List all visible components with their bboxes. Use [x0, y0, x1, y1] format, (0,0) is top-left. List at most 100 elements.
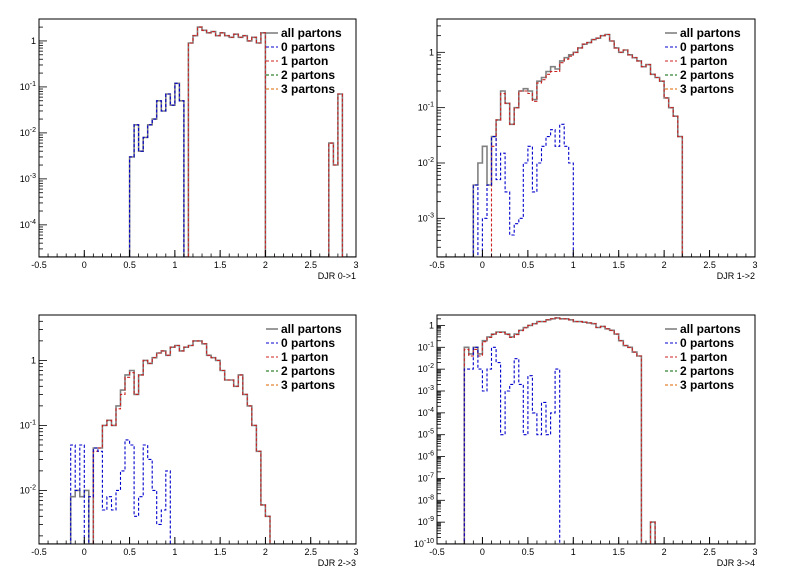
x-tick-label: 1.5 [214, 547, 227, 557]
y-tick-label: 1 [31, 36, 36, 46]
legend-entry: 1 parton [680, 350, 727, 364]
y-tick-label: 1 [429, 320, 434, 330]
legend-entry: all partons [680, 26, 741, 40]
series-group [437, 317, 755, 544]
panel-4: -0.5 0 0.5 1 1.5 2 2.5 310-1010-910-810-710-610… [414, 314, 758, 568]
series-line-0-partons [39, 82, 356, 257]
x-tick-label: 2.5 [703, 260, 716, 270]
legend-entry: 0 partons [281, 336, 335, 350]
plot-frame [38, 18, 357, 258]
y-tick-label: 10-2 [418, 157, 434, 168]
x-axis-label: DJR 1->2 [717, 271, 755, 281]
x-tick-label: 1 [172, 547, 177, 557]
y-tick-label: 10-4 [418, 407, 434, 418]
series-line-1-parton [437, 317, 755, 544]
y-tick-label: 10-9 [418, 516, 434, 527]
series-line-1-parton [39, 26, 356, 257]
x-tick-label: 0.5 [123, 547, 136, 557]
y-tick-label: 10-4 [20, 219, 36, 230]
panel-1: -0.5 0 0.5 1 1.5 2 2.5 3 10-4 10-3 10-2 10-1 1 DJR 0-… [20, 18, 359, 281]
series-line-all-partons [437, 317, 755, 544]
x-tick-label: 1 [571, 547, 576, 557]
legend-entry: 2 partons [281, 364, 335, 378]
x-tick-label: 1 [571, 260, 576, 270]
x-tick-label: 1.5 [214, 260, 227, 270]
y-tick-label: 10-2 [418, 363, 434, 374]
y-tick-label: 10-2 [20, 484, 36, 495]
legend-entry: all partons [281, 322, 342, 336]
legend-entry: 2 partons [281, 68, 335, 82]
x-tick-label: 3 [353, 260, 358, 270]
x-tick-label: -0.5 [31, 547, 47, 557]
legend-entry: 1 parton [281, 350, 328, 364]
legend-entry: 3 partons [680, 82, 734, 96]
y-tick-label: 1 [429, 47, 434, 57]
x-tick-label: 0 [82, 260, 87, 270]
y-tick-label: 10-3 [418, 385, 434, 396]
legend-entry: 2 partons [680, 68, 734, 82]
y-tick-label: 10-6 [418, 451, 434, 462]
legend-entry: all partons [281, 26, 342, 40]
x-tick-label: 0 [480, 547, 485, 557]
x-tick-label: 2.5 [703, 547, 716, 557]
x-tick-label: 1.5 [612, 260, 625, 270]
legend-entry: 0 partons [281, 40, 335, 54]
y-tick-label: 10-3 [20, 173, 36, 184]
y-tick-label: 10-1 [418, 341, 434, 352]
x-axis-label: DJR 2->3 [318, 558, 356, 568]
x-tick-label: 0.5 [522, 260, 535, 270]
x-axis-label: DJR 0->1 [318, 271, 356, 281]
legend-entry: 1 parton [680, 54, 727, 68]
y-tick-label: 10-7 [418, 472, 434, 483]
legend-entry: 2 partons [680, 364, 734, 378]
x-tick-label: -0.5 [31, 260, 47, 270]
x-tick-label: 2 [662, 260, 667, 270]
x-tick-label: 2 [263, 260, 268, 270]
y-tick-label: 1 [31, 355, 36, 365]
x-tick-label: 1 [172, 260, 177, 270]
x-tick-label: 0.5 [123, 260, 136, 270]
x-tick-label: 2.5 [304, 260, 317, 270]
x-tick-label: 2.5 [304, 547, 317, 557]
x-tick-label: 0 [82, 547, 87, 557]
legend-entry: 1 parton [281, 54, 328, 68]
plot-frame [38, 314, 357, 545]
x-tick-label: 3 [752, 547, 757, 557]
legend-entry: 3 partons [281, 378, 335, 392]
legend-entry: 3 partons [281, 82, 335, 96]
y-tick-label: 10-8 [418, 494, 434, 505]
x-tick-label: 2 [662, 547, 667, 557]
plot-frame [436, 18, 756, 258]
y-tick-label: 10-1 [20, 419, 36, 430]
x-tick-label: 0 [480, 260, 485, 270]
x-tick-label: 2 [263, 547, 268, 557]
series-line-0-partons [437, 123, 755, 257]
x-axis-label: DJR 3->4 [717, 558, 755, 568]
x-tick-label: 3 [752, 260, 757, 270]
series-group [437, 33, 755, 257]
series-group [39, 340, 356, 544]
x-tick-label: 3 [353, 547, 358, 557]
y-tick-label: 10-2 [20, 127, 36, 138]
y-tick-label: 10-1 [20, 81, 36, 92]
series-group [39, 26, 356, 257]
series-line-0-partons [39, 439, 356, 544]
y-tick-label: 10-1 [418, 102, 434, 113]
y-tick-label: 10-5 [418, 429, 434, 440]
plot-frame [436, 314, 756, 545]
series-line-1-parton [437, 33, 755, 257]
y-tick-label: 10-3 [418, 212, 434, 223]
series-line-0-partons [437, 346, 755, 544]
y-tick-label: 10-10 [414, 538, 434, 549]
panel-3: -0.5 0 0.5 1 1.5 2 2.5 3 10-2 10-1 1 DJR 2->3 all pa… [20, 314, 359, 568]
legend-entry: 0 partons [680, 40, 734, 54]
x-tick-label: -0.5 [429, 547, 445, 557]
x-tick-label: 1.5 [612, 547, 625, 557]
series-line-1-parton [39, 340, 356, 544]
panel-2: -0.5 0 0.5 1 1.5 2 2.5 3 10-3 10-2 10-1 1 DJR 1->2 al… [418, 18, 758, 281]
x-tick-label: 0.5 [522, 547, 535, 557]
legend-entry: 0 partons [680, 336, 734, 350]
x-tick-label: -0.5 [429, 260, 445, 270]
legend-entry: all partons [680, 322, 741, 336]
